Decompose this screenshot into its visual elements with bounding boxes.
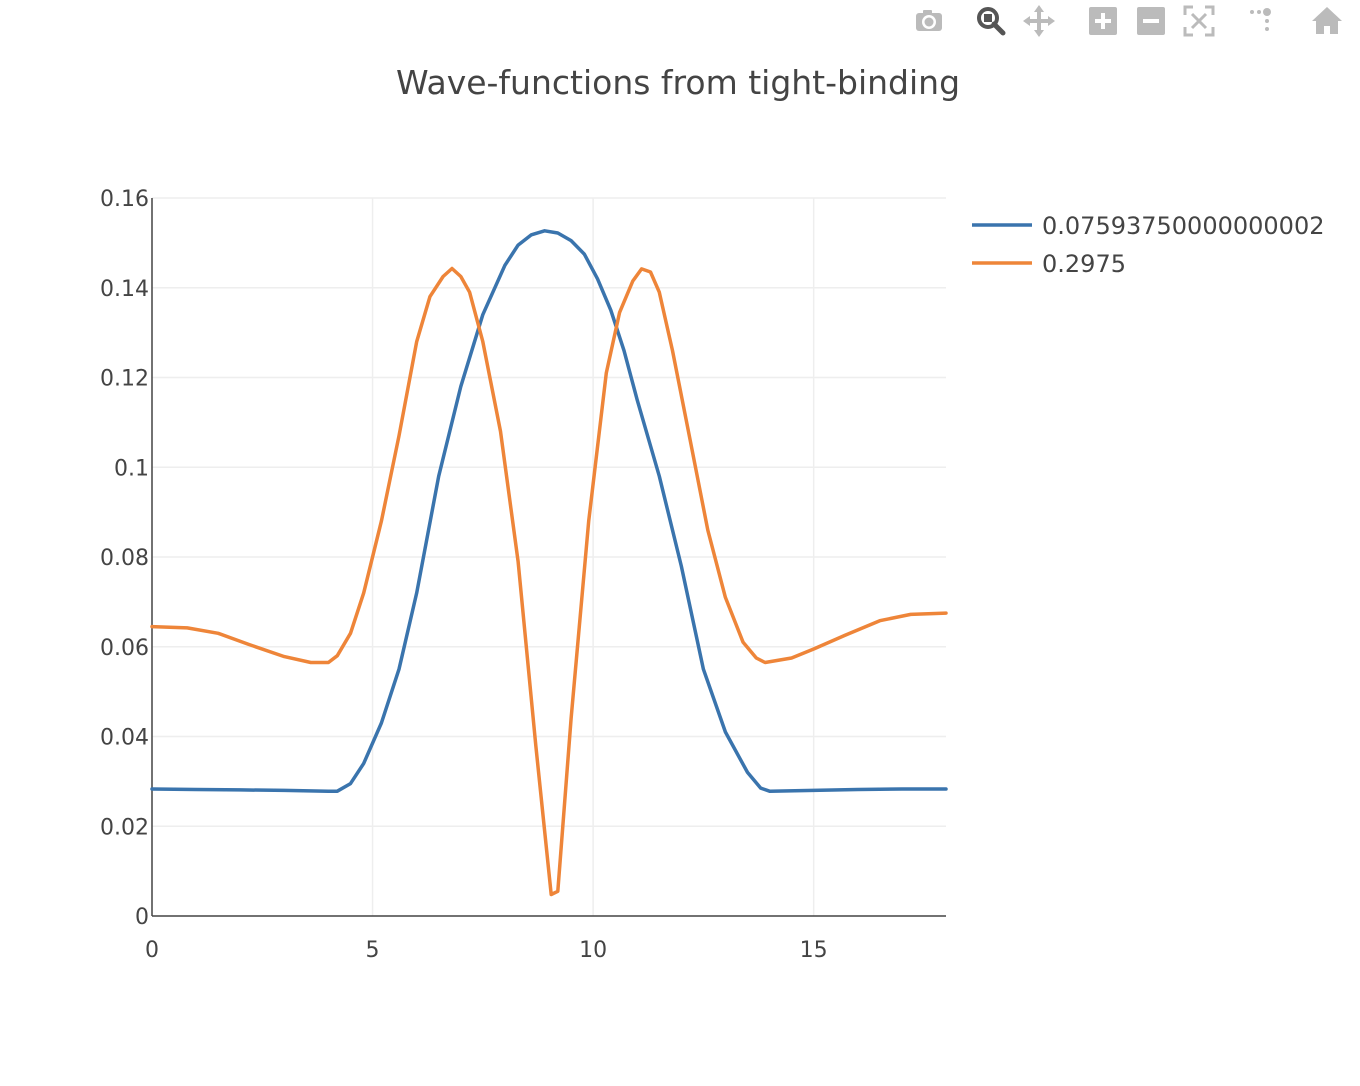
y-tick-label: 0	[135, 905, 149, 930]
autoscale-button[interactable]	[1182, 4, 1216, 38]
x-tick-label: 5	[366, 938, 380, 963]
gridlines	[152, 197, 946, 916]
x-tick-label: 0	[145, 938, 159, 963]
axes	[151, 198, 946, 917]
series-line-2	[150, 266, 948, 897]
legend[interactable]: 0.07593750000000002 0.2975	[972, 212, 1324, 278]
y-tick-label: 0.14	[100, 277, 149, 302]
pan-icon	[1023, 5, 1055, 37]
reset-axes-icon	[1250, 8, 1271, 31]
y-tick-label: 0.06	[100, 636, 149, 661]
camera-icon	[916, 10, 942, 31]
y-tick-label: 0.16	[100, 187, 149, 212]
y-tick-label: 0.12	[100, 367, 149, 392]
chart-title: Wave-functions from tight-binding	[396, 63, 960, 102]
y-axis-ticks: 0 0.02 0.04 0.06 0.08 0.1 0.12 0.14 0.16	[100, 187, 149, 930]
autoscale-icon	[1183, 5, 1215, 37]
zoom-out-button[interactable]	[1134, 4, 1168, 38]
y-tick-label: 0.02	[100, 815, 149, 840]
zoom-in-button[interactable]	[1086, 4, 1120, 38]
zoom-button[interactable]	[974, 4, 1008, 38]
x-tick-label: 10	[579, 938, 607, 963]
zoom-icon	[977, 7, 1006, 36]
series-line-1	[150, 229, 948, 793]
x-tick-label: 15	[800, 938, 828, 963]
modebar	[910, 4, 1360, 38]
zoom-out-icon	[1137, 7, 1165, 35]
x-axis-ticks: 0 5 10 15	[145, 938, 828, 963]
reset-axes-button[interactable]	[1246, 4, 1280, 38]
legend-label: 0.2975	[1042, 250, 1126, 278]
home-button[interactable]	[1310, 4, 1344, 38]
pan-button[interactable]	[1022, 4, 1056, 38]
legend-item[interactable]: 0.07593750000000002	[972, 212, 1324, 240]
legend-label: 0.07593750000000002	[1042, 212, 1324, 240]
zoom-in-icon	[1089, 7, 1117, 35]
home-icon	[1312, 7, 1342, 34]
legend-item[interactable]: 0.2975	[972, 250, 1126, 278]
y-tick-label: 0.1	[114, 456, 149, 481]
series-lines	[150, 229, 948, 897]
download-plot-button[interactable]	[912, 4, 946, 38]
y-tick-label: 0.08	[100, 546, 149, 571]
y-tick-label: 0.04	[100, 726, 149, 751]
